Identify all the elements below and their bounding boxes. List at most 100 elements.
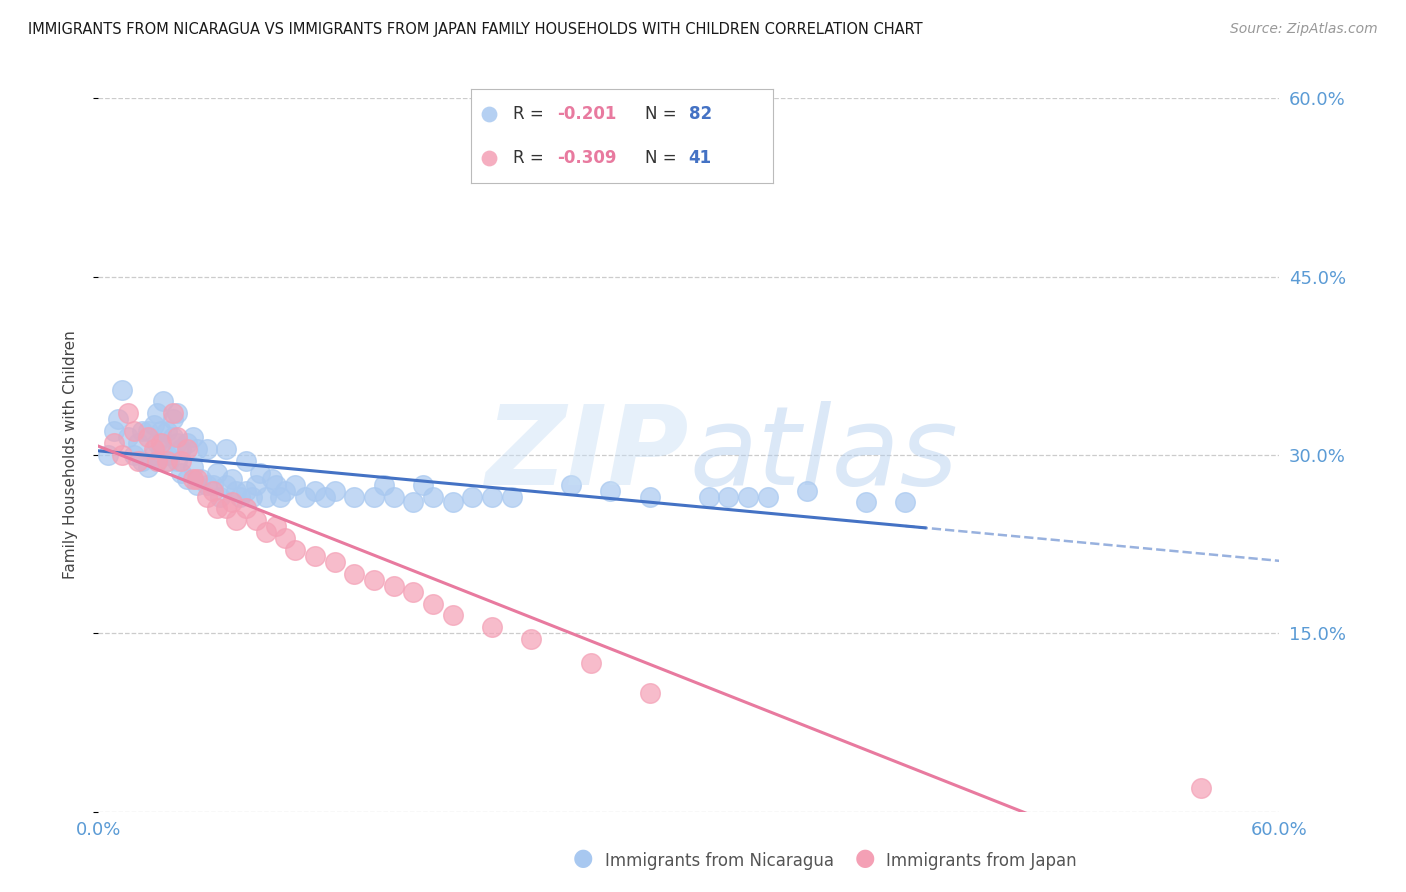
Point: [796, 483, 818, 498]
Point: [323, 555, 346, 569]
Point: [176, 436, 198, 450]
Point: [478, 151, 501, 165]
Point: [157, 454, 180, 468]
Point: [314, 490, 336, 504]
Point: [697, 490, 720, 504]
Point: [142, 418, 165, 433]
Point: [103, 436, 125, 450]
Text: IMMIGRANTS FROM NICARAGUA VS IMMIGRANTS FROM JAPAN FAMILY HOUSEHOLDS WITH CHILDR: IMMIGRANTS FROM NICARAGUA VS IMMIGRANTS …: [28, 22, 922, 37]
Point: [304, 549, 326, 563]
Point: [422, 490, 444, 504]
Point: [205, 466, 228, 480]
Point: [162, 406, 184, 420]
Point: [170, 466, 193, 480]
Point: [190, 472, 212, 486]
Point: [343, 490, 366, 504]
Point: [855, 495, 877, 509]
Point: [461, 490, 484, 504]
Point: [235, 454, 257, 468]
Point: [136, 430, 159, 444]
Point: [146, 454, 169, 468]
Point: [363, 573, 385, 587]
Point: [481, 620, 503, 634]
Point: [146, 454, 169, 468]
Text: Immigrants from Nicaragua: Immigrants from Nicaragua: [605, 852, 834, 870]
Point: [894, 495, 917, 509]
Point: [195, 490, 218, 504]
Point: [117, 406, 139, 420]
Point: [150, 424, 173, 438]
Point: [186, 442, 208, 456]
Point: [122, 424, 145, 438]
Point: [284, 477, 307, 491]
Point: [382, 490, 405, 504]
Point: [215, 442, 238, 456]
Text: -0.201: -0.201: [557, 105, 617, 123]
Point: [117, 430, 139, 444]
Point: [221, 495, 243, 509]
Point: [274, 483, 297, 498]
Point: [156, 424, 179, 438]
Point: [111, 383, 134, 397]
Text: N =: N =: [645, 149, 682, 167]
Point: [170, 442, 193, 456]
Point: [146, 406, 169, 420]
Point: [181, 430, 204, 444]
Point: [162, 412, 184, 426]
Point: [127, 454, 149, 468]
Point: [402, 495, 425, 509]
Point: [717, 490, 740, 504]
Point: [245, 477, 267, 491]
Point: [599, 483, 621, 498]
Point: [150, 442, 173, 456]
Point: [260, 472, 283, 486]
Point: [235, 501, 257, 516]
Point: [127, 436, 149, 450]
Point: [225, 483, 247, 498]
Point: [363, 490, 385, 504]
Text: ●: ●: [574, 846, 593, 870]
Text: 41: 41: [689, 149, 711, 167]
Point: [186, 477, 208, 491]
Point: [201, 483, 224, 498]
Text: Source: ZipAtlas.com: Source: ZipAtlas.com: [1230, 22, 1378, 37]
Point: [254, 490, 277, 504]
Point: [249, 466, 271, 480]
Point: [156, 454, 179, 468]
Point: [131, 424, 153, 438]
Point: [373, 477, 395, 491]
Point: [142, 442, 165, 456]
Point: [240, 490, 263, 504]
Point: [221, 472, 243, 486]
Text: N =: N =: [645, 105, 682, 123]
Point: [412, 477, 434, 491]
Point: [638, 490, 661, 504]
Point: [225, 513, 247, 527]
Point: [382, 579, 405, 593]
Text: ●: ●: [855, 846, 875, 870]
Text: R =: R =: [513, 149, 550, 167]
Point: [560, 477, 582, 491]
Point: [181, 472, 204, 486]
Point: [209, 490, 232, 504]
Point: [343, 566, 366, 581]
Point: [176, 472, 198, 486]
Point: [166, 454, 188, 468]
Point: [441, 608, 464, 623]
Point: [195, 442, 218, 456]
Point: [136, 459, 159, 474]
Point: [501, 490, 523, 504]
Point: [304, 483, 326, 498]
Point: [201, 477, 224, 491]
Point: [195, 477, 218, 491]
Point: [1189, 780, 1212, 795]
Text: 82: 82: [689, 105, 711, 123]
Point: [478, 107, 501, 121]
Point: [122, 448, 145, 462]
Point: [166, 406, 188, 420]
Point: [269, 490, 291, 504]
Point: [737, 490, 759, 504]
Point: [131, 454, 153, 468]
Point: [142, 448, 165, 462]
Point: [323, 483, 346, 498]
